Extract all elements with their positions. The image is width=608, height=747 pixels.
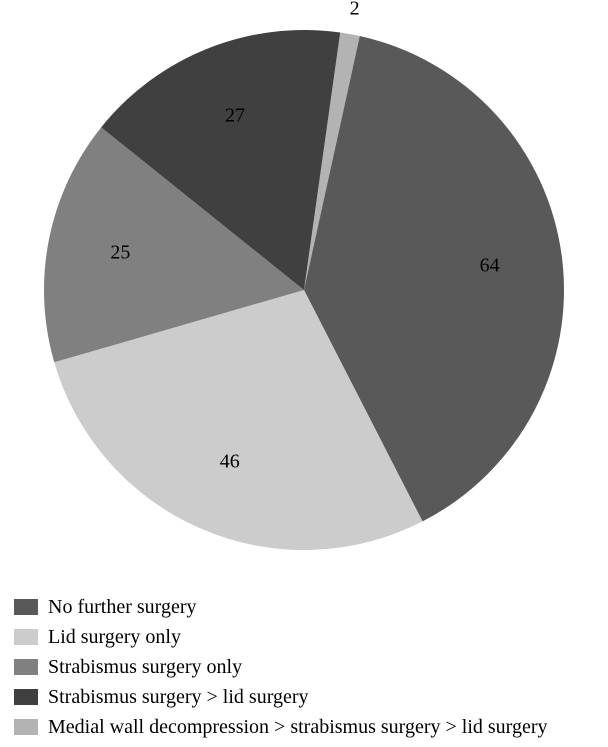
pie-slice-label-strab_lid: 27: [225, 104, 245, 127]
legend-item: Lid surgery only: [14, 624, 596, 650]
pie-slice-label-medial_wall: 2: [350, 0, 360, 20]
legend-item: No further surgery: [14, 594, 596, 620]
pie-slice-label-lid_only: 46: [220, 450, 240, 473]
pie-slice-label-strab_only: 25: [110, 242, 130, 265]
legend-swatch: [14, 629, 38, 645]
legend-label: Medial wall decompression > strabismus s…: [48, 714, 548, 740]
pie-slice-label-no_further: 64: [480, 255, 500, 278]
legend-item: Strabismus surgery only: [14, 654, 596, 680]
legend-item: Medial wall decompression > strabismus s…: [14, 714, 596, 740]
legend-label: No further surgery: [48, 594, 196, 620]
legend-swatch: [14, 689, 38, 705]
legend-item: Strabismus surgery > lid surgery: [14, 684, 596, 710]
legend: No further surgery Lid surgery only Strabi…: [0, 580, 608, 740]
legend-label: Strabismus surgery only: [48, 654, 242, 680]
legend-swatch: [14, 659, 38, 675]
legend-label: Lid surgery only: [48, 624, 181, 650]
legend-label: Strabismus surgery > lid surgery: [48, 684, 309, 710]
legend-swatch: [14, 599, 38, 615]
figure-container: 2 64 46 25 27 No further surgery Lid surgery …: [0, 0, 608, 747]
legend-swatch: [14, 719, 38, 735]
pie-chart-area: 2 64 46 25 27: [0, 0, 608, 580]
pie-chart: [0, 0, 608, 580]
